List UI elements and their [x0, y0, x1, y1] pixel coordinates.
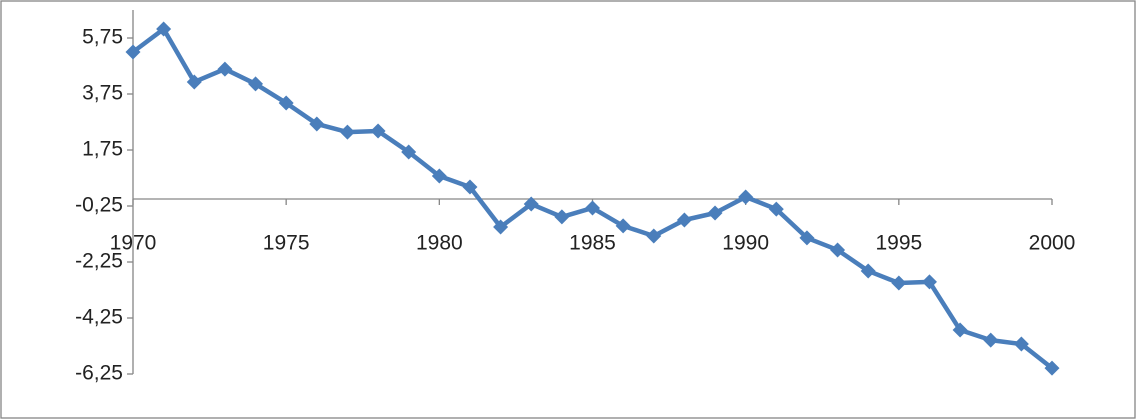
data-point: [401, 144, 417, 160]
data-point: [217, 61, 233, 77]
data-point: [615, 218, 631, 234]
y-tick-label: -4,25: [75, 306, 123, 329]
data-point: [493, 219, 509, 235]
x-tick-label: 2000: [1029, 232, 1076, 255]
x-tick-label: 1985: [569, 232, 616, 255]
data-point: [830, 242, 846, 258]
x-tick-label: 1995: [875, 232, 922, 255]
data-point: [186, 74, 202, 90]
data-point: [676, 212, 692, 228]
data-point: [1044, 360, 1060, 376]
y-tick-label: -2,25: [75, 250, 123, 273]
data-point: [891, 275, 907, 291]
y-tick-label: -6,25: [75, 362, 123, 385]
data-point: [983, 332, 999, 348]
data-point: [707, 205, 723, 221]
data-point: [278, 95, 294, 111]
x-tick-label: 1980: [416, 232, 463, 255]
x-tick-label: 1970: [110, 232, 157, 255]
data-point: [248, 76, 264, 92]
y-tick-label: -0,25: [75, 194, 123, 217]
y-tick-label: 3,75: [82, 82, 123, 105]
data-point: [585, 200, 600, 216]
data-point: [768, 201, 784, 217]
data-point: [952, 322, 968, 338]
y-tick-label: 1,75: [82, 138, 123, 161]
data-point: [339, 124, 355, 140]
data-point: [309, 116, 325, 132]
data-point: [462, 179, 478, 195]
y-tick-label: 5,75: [82, 26, 123, 49]
data-point: [554, 209, 570, 225]
data-point: [738, 189, 754, 205]
data-point: [1013, 336, 1029, 352]
x-tick-label: 1975: [263, 232, 310, 255]
data-point: [799, 230, 815, 246]
data-point: [156, 21, 172, 37]
data-point: [646, 228, 662, 244]
data-point: [860, 263, 876, 279]
data-point: [431, 168, 447, 184]
x-tick-label: 1990: [722, 232, 769, 255]
data-point: [921, 274, 937, 290]
data-point: [370, 123, 386, 139]
data-point: [125, 44, 141, 60]
data-point: [523, 196, 539, 212]
